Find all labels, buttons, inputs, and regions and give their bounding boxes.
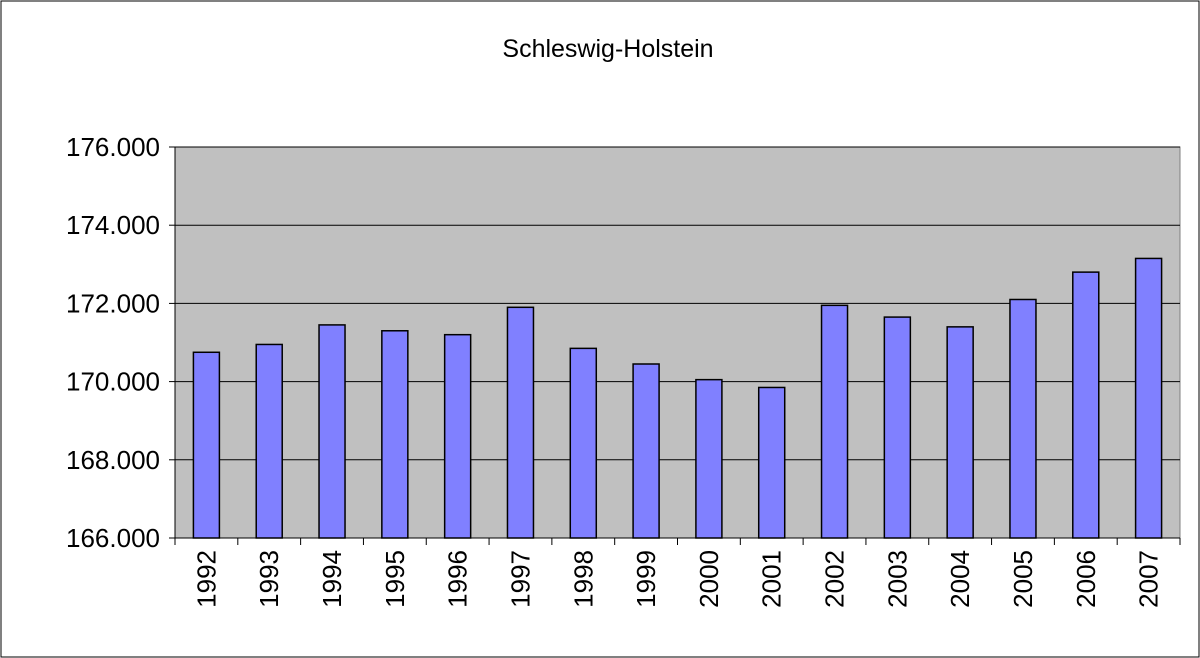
bar	[695, 378, 723, 539]
x-tick-label: 1997	[505, 550, 535, 608]
bar	[946, 326, 974, 539]
bar	[443, 333, 472, 539]
bar	[506, 306, 535, 539]
y-tick-label: 174.000	[66, 210, 160, 240]
x-tick-label: 1998	[568, 550, 598, 608]
x-tick-label: 2002	[820, 550, 850, 608]
bar	[1072, 271, 1100, 539]
bar	[255, 343, 283, 539]
bar	[757, 386, 786, 539]
x-tick-label: 2005	[1008, 550, 1038, 608]
x-tick-label: 2000	[694, 550, 724, 608]
bar	[1134, 257, 1163, 539]
x-tick-label: 2006	[1071, 550, 1101, 608]
x-tick-label: 2007	[1134, 550, 1164, 608]
bar	[883, 316, 912, 539]
x-tick-label: 1993	[254, 550, 284, 608]
bar	[1009, 298, 1037, 539]
y-tick-label: 172.000	[66, 288, 160, 318]
bar	[381, 330, 409, 539]
x-tick-label: 1994	[317, 550, 347, 608]
x-tick-label: 1992	[191, 550, 221, 608]
bar	[820, 304, 849, 539]
bar	[192, 351, 221, 539]
x-tick-label: 1999	[631, 550, 661, 608]
x-tick-label: 2001	[757, 550, 787, 608]
bar	[318, 324, 346, 539]
y-tick-label: 168.000	[66, 445, 160, 475]
chart-title: Schleswig-Holstein	[502, 35, 713, 63]
x-tick-label: 2003	[882, 550, 912, 608]
y-tick-label: 170.000	[66, 367, 160, 397]
y-tick-label: 176.000	[66, 132, 160, 162]
x-tick-label: 2004	[945, 550, 975, 608]
bar	[632, 363, 660, 539]
y-tick-label: 166.000	[66, 523, 160, 553]
bar	[569, 347, 598, 539]
x-tick-label: 1995	[380, 550, 410, 608]
x-tick-label: 1996	[443, 550, 473, 608]
